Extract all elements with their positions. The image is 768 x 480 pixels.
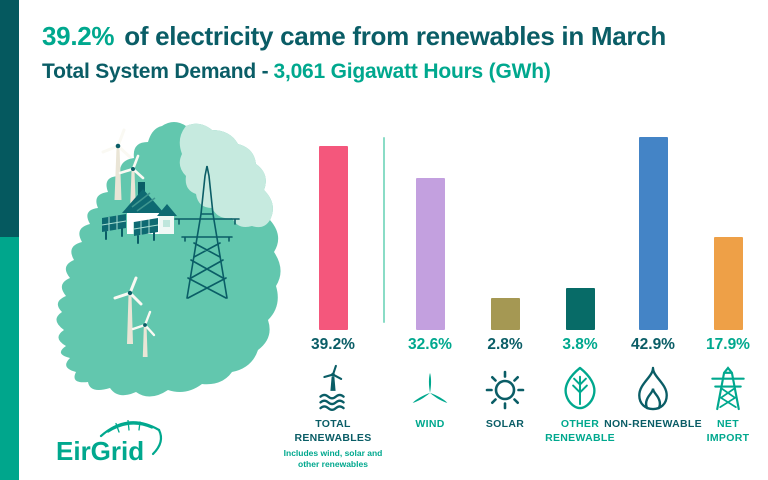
legend-sublabel-total-renewables: Includes wind, solar and other renewable… [283,448,383,470]
bar-value-label-other-renewable: 3.8% [562,336,598,353]
bar-value-label-wind: 32.6% [408,336,452,353]
demand-value: 3,061 Gigawatt Hours (GWh) [273,59,551,83]
legend-label-non-renewable: NON-RENEWABLE [604,418,702,430]
wind-turbine-illustration-4 [131,310,156,357]
page-subtitle: Total System Demand -3,061 Gigawatt Hour… [42,60,762,84]
bar-value-label-net-import: 17.9% [706,336,750,353]
bar-total-renewables [318,146,348,330]
legend-label-solar: SOLAR [485,418,525,430]
legend-item-net-import: NET IMPORT [668,363,768,445]
bar-net-import [713,237,743,330]
wind-turbine-illustration-1 [101,128,132,200]
pylon-icon [711,366,745,411]
legend-label-net-import: NET IMPORT [706,418,750,444]
legend-item-wind: WIND [370,363,490,432]
eirgrid-logo-text: EirGrid [56,436,144,466]
eirgrid-logo: EirGrid [56,419,176,474]
legend-label-other-renewable: OTHER RENEWABLE [545,418,615,444]
ireland-map-illustration [24,112,309,422]
headline-percentage: 39.2% [42,21,115,51]
headline-text: of electricity came from renewables in M… [124,21,666,51]
flame-icon [638,366,668,411]
pylon-illustration [174,165,240,299]
bar-wind [415,178,445,330]
eirgrid-logo-swoosh [99,419,163,456]
page-title: 39.2% of electricity came from renewables… [42,20,762,53]
ireland-map-svg [56,122,281,397]
legend-item-other-renewable: OTHER RENEWABLE [520,363,640,445]
bar-value-label-solar: 2.8% [487,336,523,353]
demand-label: Total System Demand - [42,59,269,83]
bar-value-label-non-renewable: 42.9% [631,336,675,353]
left-accent-bar-bottom [0,237,19,480]
header: 39.2% of electricity came from renewables… [42,20,762,84]
legend-label-wind: WIND [415,418,445,430]
legend-item-total-renewables: TOTAL RENEWABLES Includes wind, solar an… [267,363,399,470]
wind-turbine-illustration-3 [113,276,143,344]
bar-solar [490,298,520,330]
offshore-wind-turbine-icon [319,364,345,411]
chart-divider-line [383,137,385,323]
bar-other-renewable [565,288,595,330]
legend-label-total-renewables: TOTAL RENEWABLES [294,418,372,444]
leaf-icon [564,366,596,410]
bar-non-renewable [638,137,668,330]
legend-item-non-renewable: NON-RENEWABLE [593,363,713,432]
wind-rotor-icon [412,372,448,403]
left-accent-bar-top [0,0,19,237]
sun-icon [485,370,525,410]
legend-item-solar: SOLAR [445,363,565,432]
solar-panel-illustration [101,214,159,244]
